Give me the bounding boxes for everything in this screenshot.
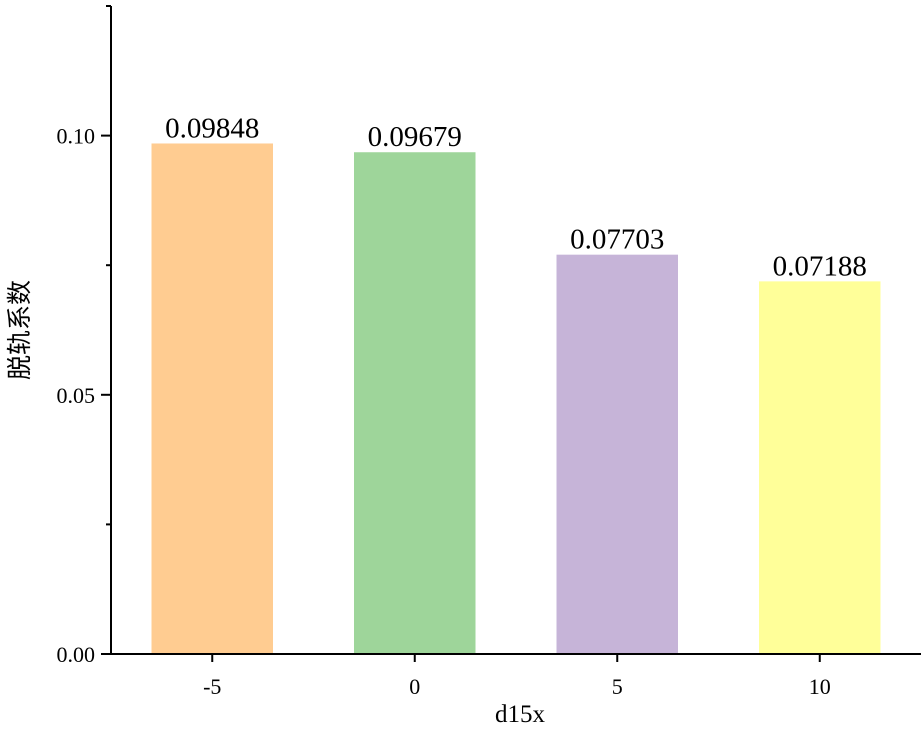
bar — [354, 152, 476, 654]
x-tick-label: -5 — [203, 674, 221, 699]
bar — [151, 143, 273, 654]
x-ticks-group: -5 0 5 10 — [203, 654, 831, 699]
y-axis-title: 脱轨系数 — [6, 280, 34, 380]
y-ticks-group: 0.00 0.05 0.10 — [57, 5, 111, 667]
x-tick-label: 10 — [809, 674, 831, 699]
y-tick-label: 0.00 — [57, 642, 96, 667]
bar — [759, 281, 881, 654]
data-label: 0.09679 — [368, 121, 462, 153]
x-axis-title: d15x — [495, 701, 546, 728]
data-label: 0.09848 — [165, 112, 259, 144]
x-tick-label: 0 — [409, 674, 420, 699]
data-labels-group: 0.09848 0.09679 0.07703 0.07188 — [165, 112, 867, 282]
data-label: 0.07703 — [570, 224, 664, 256]
data-label: 0.07188 — [773, 250, 867, 282]
y-tick-label: 0.05 — [57, 383, 96, 408]
x-tick-label: 5 — [612, 674, 623, 699]
y-tick-label: 0.10 — [57, 124, 96, 149]
bar — [556, 254, 678, 654]
bars-group — [151, 143, 881, 654]
